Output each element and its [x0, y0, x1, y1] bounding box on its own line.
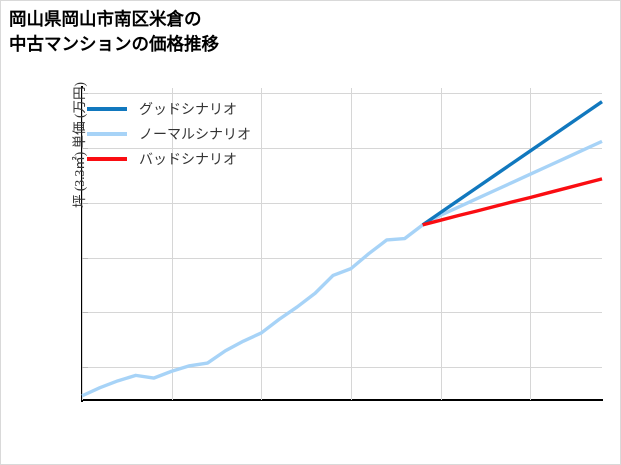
gridline-horizontal	[82, 202, 602, 204]
gridline-horizontal	[82, 312, 602, 314]
legend-item-label: ノーマルシナリオ	[139, 127, 251, 143]
series-line-グッドシナリオ	[421, 100, 603, 227]
chart-legend: グッドシナリオ ノーマルシナリオ バッドシナリオ	[85, 94, 257, 175]
y-tick-mark	[82, 257, 88, 259]
y-tick-mark	[82, 202, 88, 204]
legend-item[interactable]: グッドシナリオ	[87, 96, 251, 121]
legend-swatch-icon	[87, 156, 127, 161]
gridline-vertical	[530, 88, 532, 400]
legend-item-label: バッドシナリオ	[139, 152, 237, 168]
gridline-vertical	[350, 88, 352, 400]
legend-item-label: グッドシナリオ	[139, 102, 237, 118]
legend-swatch-icon	[87, 106, 127, 111]
gridline-vertical	[171, 88, 173, 400]
gridline-vertical	[82, 88, 83, 400]
page-title: 岡山県岡山市南区米倉の 中古マンションの価格推移	[9, 9, 219, 55]
y-tick-mark	[82, 93, 88, 95]
gridline-vertical	[440, 88, 442, 400]
gridline-horizontal	[82, 257, 602, 259]
series-line-ノーマルシナリオ	[81, 139, 603, 398]
y-tick-mark	[82, 367, 88, 369]
legend-item[interactable]: ノーマルシナリオ	[87, 121, 251, 146]
y-tick-mark	[82, 312, 88, 314]
series-lines	[81, 100, 603, 398]
gridline-horizontal	[82, 367, 602, 369]
series-line-バッドシナリオ	[422, 177, 603, 227]
gridline-horizontal	[82, 148, 602, 150]
x-axis-spine	[81, 399, 603, 401]
plot-area: 6080100120140160 20052010201520202025203…	[72, 82, 603, 400]
legend-item[interactable]: バッドシナリオ	[87, 146, 251, 171]
gridline-vertical	[261, 88, 263, 400]
y-tick-mark	[82, 148, 88, 150]
gridline-horizontal	[82, 93, 602, 95]
legend-swatch-icon	[87, 131, 127, 136]
